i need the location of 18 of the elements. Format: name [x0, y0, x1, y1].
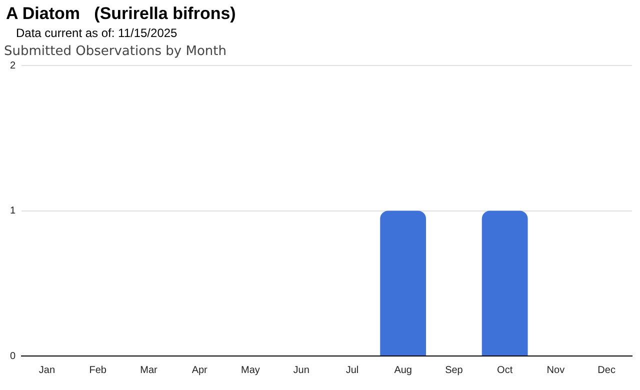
chart-title: A Diatom (Surirella bifrons): [5, 3, 237, 24]
x-tick-label: Nov: [546, 364, 565, 376]
x-tick-label: Jul: [346, 364, 359, 376]
x-tick-label: Jan: [38, 364, 56, 376]
x-tick-label: Mar: [140, 364, 158, 376]
x-tick-label: Apr: [192, 364, 208, 376]
y-tick-label: 2: [10, 60, 16, 72]
chart-subtitle: Data current as of: 11/15/2025: [15, 26, 178, 40]
x-tick-label: Oct: [497, 364, 513, 376]
x-tick-label: Jun: [293, 364, 310, 376]
y-tick-label: 0: [10, 350, 16, 362]
x-tick-label: May: [241, 364, 260, 376]
x-tick-label: Dec: [598, 364, 616, 376]
y-tick-label: 1: [10, 206, 16, 217]
x-tick-label: Sep: [445, 364, 464, 376]
x-tick-label: Aug: [394, 364, 412, 376]
text: Submitted Observations by Month: [4, 44, 226, 60]
x-tick-label: Feb: [89, 364, 107, 376]
